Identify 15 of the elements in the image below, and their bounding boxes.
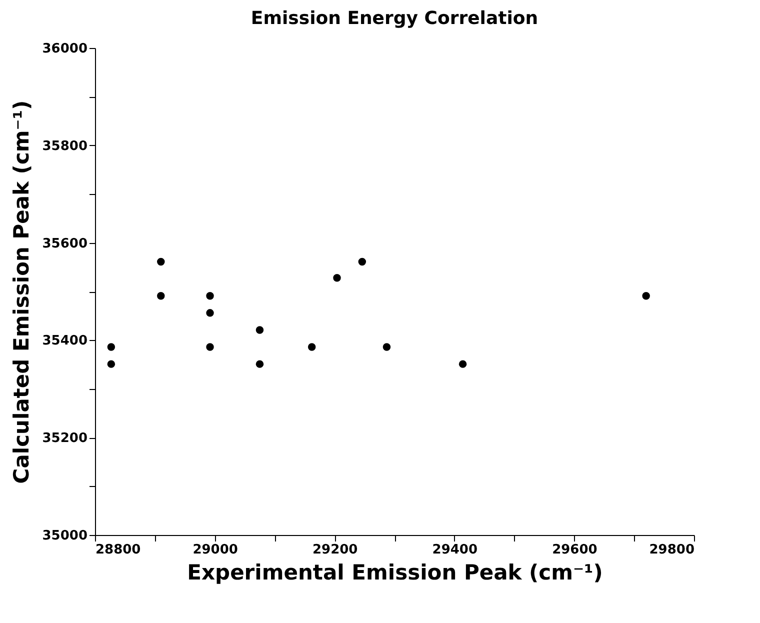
x-tick-label: 29800 [649, 542, 694, 558]
y-tick-label: 35600 [42, 236, 88, 252]
x-axis-title: Experimental Emission Peak (cm⁻¹) [187, 560, 603, 584]
x-tick-label: 29400 [432, 542, 478, 558]
y-axis-title: Calculated Emission Peak (cm⁻¹) [9, 100, 34, 484]
x-tick-label: 29000 [192, 542, 238, 558]
y-tick-label: 35200 [42, 431, 88, 446]
y-tick-label: 35400 [42, 334, 88, 349]
x-tick-label: 29200 [312, 542, 358, 558]
y-tick-label: 36000 [42, 42, 88, 56]
x-tick-label: 29600 [552, 542, 598, 558]
y-tick-label: 35000 [42, 528, 88, 544]
chart-title: Emission Energy Correlation [250, 8, 538, 29]
y-tick-label: 35800 [42, 138, 88, 154]
x-tick-label: 28800 [96, 542, 141, 558]
